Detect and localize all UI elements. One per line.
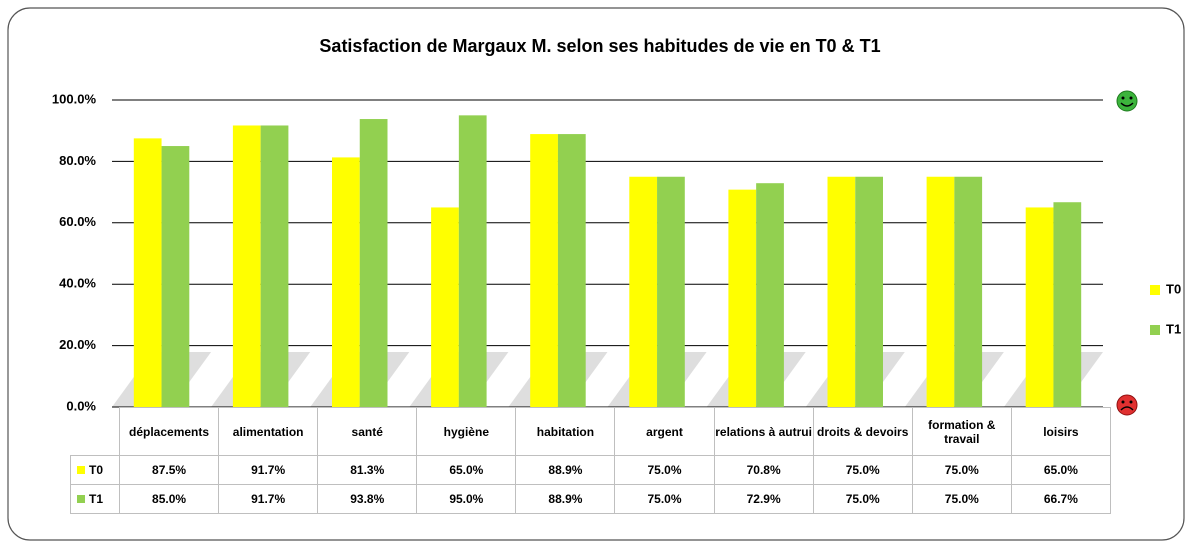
y-tick-label: 40.0%	[59, 276, 96, 291]
legend-label: T0	[1166, 281, 1181, 296]
bar	[359, 119, 388, 407]
category-label: formation & travail	[911, 407, 1012, 456]
bar	[332, 157, 360, 407]
category-label: habitation	[515, 407, 616, 456]
table-key-swatch	[77, 495, 85, 503]
table-value: 81.3%	[317, 455, 418, 485]
table-value: 72.9%	[713, 484, 814, 514]
bar	[557, 134, 586, 407]
category-label: alimentation	[218, 407, 319, 456]
legend-swatch	[1150, 285, 1160, 295]
category-label: hygiène	[416, 407, 517, 456]
bar	[1053, 202, 1082, 407]
bar	[926, 176, 955, 407]
table-key-swatch	[77, 466, 85, 474]
y-tick-label: 20.0%	[59, 337, 96, 352]
bar	[458, 115, 487, 407]
y-tick-label: 80.0%	[59, 153, 96, 168]
bar	[756, 183, 784, 407]
table-value: 87.5%	[118, 455, 220, 485]
legend-swatch	[1150, 325, 1160, 335]
data-table: déplacements alimentation santé hygiène habi…	[70, 407, 1111, 514]
table-key: T0	[70, 455, 120, 485]
category-label: santé	[317, 407, 418, 456]
y-tick-label: 100.0%	[52, 91, 97, 106]
bar	[530, 134, 558, 407]
table-value: 91.7%	[218, 484, 319, 514]
bar	[629, 176, 658, 407]
y-tick-label: 60.0%	[59, 214, 96, 229]
table-value: 75.0%	[812, 455, 913, 485]
happy-icon	[1116, 90, 1138, 112]
table-value: 93.8%	[317, 484, 418, 514]
table-value: 88.9%	[515, 484, 616, 514]
table-key-label: T1	[89, 492, 104, 506]
category-label: argent	[614, 407, 715, 456]
bar	[657, 176, 685, 407]
table-value: 65.0%	[1010, 455, 1111, 485]
table-value: 95.0%	[416, 484, 517, 514]
bar	[161, 146, 190, 408]
bar	[260, 125, 289, 407]
category-label: relations à autrui	[713, 407, 814, 456]
table-value: 75.0%	[911, 455, 1012, 485]
bar	[728, 189, 757, 407]
table-value: 66.7%	[1010, 484, 1111, 514]
table-value: 75.0%	[614, 455, 715, 485]
table-value: 91.7%	[218, 455, 319, 485]
legend-label: T1	[1166, 321, 1181, 336]
table-value: 85.0%	[118, 484, 220, 514]
bar	[232, 125, 261, 407]
table-value: 75.0%	[911, 484, 1012, 514]
chart-title: Satisfaction de Margaux M. selon ses hab…	[319, 36, 880, 56]
bar	[1025, 207, 1054, 407]
table-value: 70.8%	[713, 455, 814, 485]
bar	[431, 207, 459, 407]
table-key-label: T0	[89, 463, 104, 477]
table-value: 75.0%	[812, 484, 913, 514]
bar	[827, 176, 856, 407]
table-key: T1	[70, 484, 120, 514]
y-tick-label: 0.0%	[66, 398, 96, 413]
bar	[133, 138, 162, 407]
table-value: 75.0%	[614, 484, 715, 514]
category-label: loisirs	[1010, 407, 1111, 456]
table-value: 65.0%	[416, 455, 517, 485]
category-label: déplacements	[118, 407, 220, 456]
sad-icon	[1116, 394, 1138, 416]
bar	[954, 176, 983, 407]
table-value: 88.9%	[515, 455, 616, 485]
table-corner	[71, 408, 120, 456]
bar	[855, 176, 883, 407]
category-label: droits & devoirs	[812, 407, 913, 456]
